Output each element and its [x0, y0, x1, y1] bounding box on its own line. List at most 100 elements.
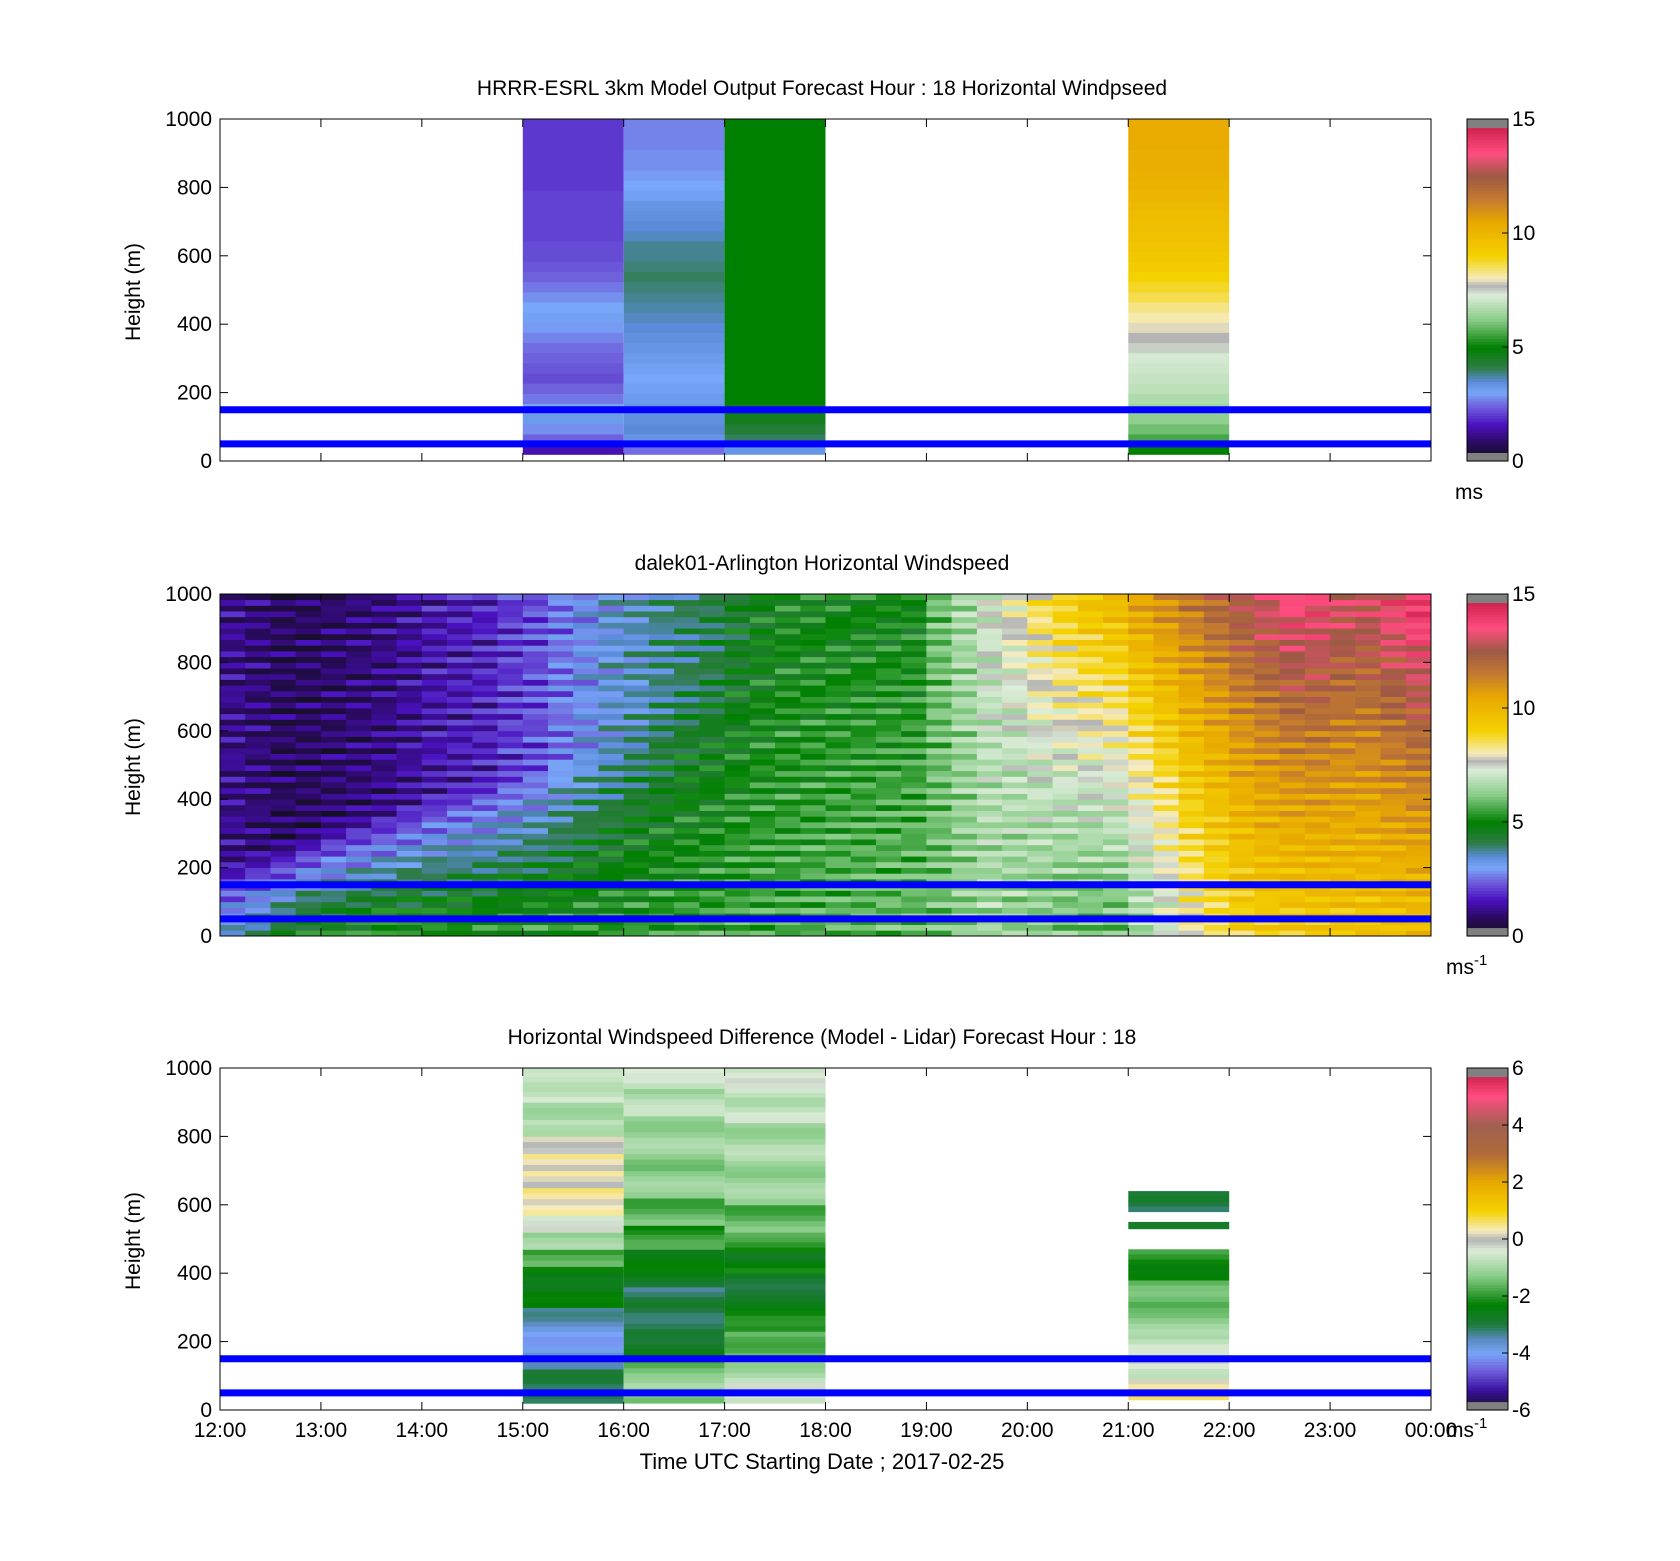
heatmap-cell [220, 930, 246, 937]
heatmap-cell [724, 679, 751, 686]
heatmap-cell [1254, 594, 1280, 601]
heatmap-cell [1103, 753, 1129, 760]
heatmap-cell [648, 690, 675, 697]
heatmap-cell [320, 765, 347, 772]
heatmap-cell [1153, 708, 1180, 715]
heatmap-cell [876, 616, 902, 623]
heatmap-cell [295, 907, 322, 914]
heatmap-cell [1002, 753, 1028, 760]
heatmap-cell [674, 867, 700, 874]
heatmap-cell [1304, 690, 1331, 697]
heatmap-cell [724, 169, 826, 181]
heatmap-cell [522, 907, 549, 914]
heatmap-cell [951, 810, 978, 817]
heatmap-cell [623, 1307, 725, 1314]
heatmap-cell [573, 639, 599, 646]
heatmap-cell [623, 342, 725, 354]
heatmap-cell [749, 867, 776, 874]
heatmap-cell [623, 372, 725, 384]
heatmap-cell [1304, 747, 1331, 754]
heatmap-cell [245, 685, 271, 692]
heatmap-cell [724, 281, 826, 293]
heatmap-cell [1002, 765, 1028, 772]
heatmap-cell [623, 719, 650, 726]
heatmap-cell [270, 759, 297, 766]
heatmap-cell [1203, 867, 1230, 874]
colorbar-segment [1467, 1316, 1508, 1320]
heatmap-cell [1330, 708, 1356, 715]
heatmap-cell [1380, 594, 1407, 601]
heatmap-cell [926, 690, 952, 697]
heatmap-cell [1229, 861, 1255, 868]
heatmap-cell [346, 736, 372, 743]
heatmap-cell [1128, 719, 1154, 726]
heatmap-cell [951, 822, 978, 829]
heatmap-cell [775, 901, 801, 908]
heatmap-cell [1405, 605, 1432, 612]
heatmap-cell [497, 856, 524, 863]
heatmap-cell [295, 901, 322, 908]
heatmap-cell [1002, 810, 1028, 817]
heatmap-cell [245, 633, 271, 640]
heatmap-cell [245, 639, 271, 646]
heatmap-cell [825, 804, 852, 811]
heatmap-cell [1203, 633, 1230, 640]
heatmap-cell [421, 839, 448, 846]
heatmap-cell [1027, 605, 1053, 612]
heatmap-cell [850, 622, 877, 629]
colorbar-segment [1467, 204, 1508, 208]
heatmap-cell [1103, 742, 1129, 749]
heatmap-cell [1002, 782, 1028, 789]
heatmap-cell [901, 736, 927, 743]
panel-1-ylabel: Height (m) [122, 243, 145, 341]
heatmap-cell [447, 599, 473, 606]
heatmap-cell [421, 685, 448, 692]
heatmap-cell [1330, 725, 1356, 732]
heatmap-cell [270, 850, 297, 857]
heatmap-cell [749, 804, 776, 811]
heatmap-cell [270, 822, 297, 829]
heatmap-cell [497, 656, 524, 663]
heatmap-cell [1229, 713, 1255, 720]
heatmap-cell [1203, 696, 1230, 703]
heatmap-cell [648, 810, 675, 817]
heatmap-cell [623, 611, 650, 618]
heatmap-cell [598, 736, 624, 743]
colorbar-segment [1467, 127, 1508, 131]
heatmap-cell [648, 633, 675, 640]
heatmap-cell [775, 827, 801, 834]
heatmap-cell [800, 782, 826, 789]
heatmap-cell [951, 782, 978, 789]
heatmap-cell [295, 633, 322, 640]
heatmap-cell [1128, 210, 1230, 222]
heatmap-cell [850, 742, 877, 749]
heatmap-cell [497, 668, 524, 675]
heatmap-cell [573, 816, 599, 823]
heatmap-cell [371, 861, 397, 868]
heatmap-cell [850, 930, 877, 937]
heatmap-cell [346, 639, 372, 646]
colorbar-segment [1467, 381, 1508, 385]
heatmap-cell [1330, 690, 1356, 697]
heatmap-cell [421, 690, 448, 697]
heatmap-cell [724, 1112, 826, 1119]
heatmap-cell [876, 833, 902, 840]
heatmap-cell [1380, 765, 1407, 772]
heatmap-cell [1027, 907, 1053, 914]
heatmap-cell [1153, 873, 1180, 880]
heatmap-cell [623, 1126, 725, 1133]
heatmap-cell [295, 662, 322, 669]
heatmap-cell [825, 599, 852, 606]
heatmap-cell [1330, 793, 1356, 800]
heatmap-cell [1052, 890, 1079, 897]
heatmap-cell [522, 210, 624, 222]
colorbar-segment [1467, 710, 1508, 715]
heatmap-cell [1254, 736, 1280, 743]
colorbar-segment [1467, 756, 1508, 760]
heatmap-cell [623, 856, 650, 863]
heatmap-cell [245, 736, 271, 743]
heatmap-cell [876, 656, 902, 663]
heatmap-cell [1330, 753, 1356, 760]
heatmap-cell [522, 628, 549, 635]
